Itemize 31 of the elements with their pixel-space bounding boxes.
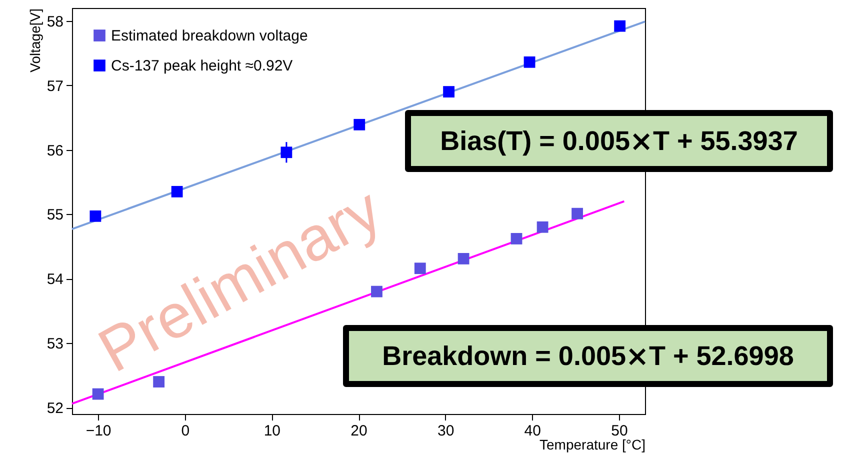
y-tick-label: 57 (46, 78, 64, 95)
y-tick-label: 54 (46, 271, 64, 288)
x-tick-label: 10 (264, 422, 281, 440)
point (458, 252, 470, 264)
point (153, 376, 165, 388)
y-tick-label: 55 (46, 206, 64, 224)
point (572, 208, 583, 220)
x-tick-label: 40 (524, 422, 541, 440)
annotation: Bias(T) = 0.005⨯T + 55.3937 (405, 110, 833, 172)
point (92, 388, 104, 400)
legend-label: Cs-137 peak height ≈0.92V (111, 58, 293, 74)
y-tick-label: 58 (46, 13, 64, 30)
y-axis-title: Voltage[V] (26, 8, 43, 72)
y-tick-label: 56 (46, 142, 64, 160)
x-tick-label: 0 (181, 422, 190, 440)
annotation: Breakdown = 0.005⨯T + 52.6998 (343, 325, 833, 387)
point (536, 221, 548, 233)
point (354, 118, 366, 130)
x-tick-label: 50 (611, 422, 628, 440)
x-axis-title: Temperature [°C] (540, 436, 646, 452)
legend-label: Estimated breakdown voltage (111, 28, 308, 44)
point (614, 20, 626, 32)
y-tick-label: 52 (46, 400, 64, 418)
x-tick-label: −10 (86, 422, 112, 440)
x-tick-label: 20 (350, 422, 368, 440)
point (443, 86, 454, 98)
point (524, 56, 536, 68)
x-tick-label: 30 (437, 422, 454, 440)
point (510, 233, 522, 244)
point (414, 262, 426, 274)
y-tick-label: 53 (46, 336, 64, 353)
